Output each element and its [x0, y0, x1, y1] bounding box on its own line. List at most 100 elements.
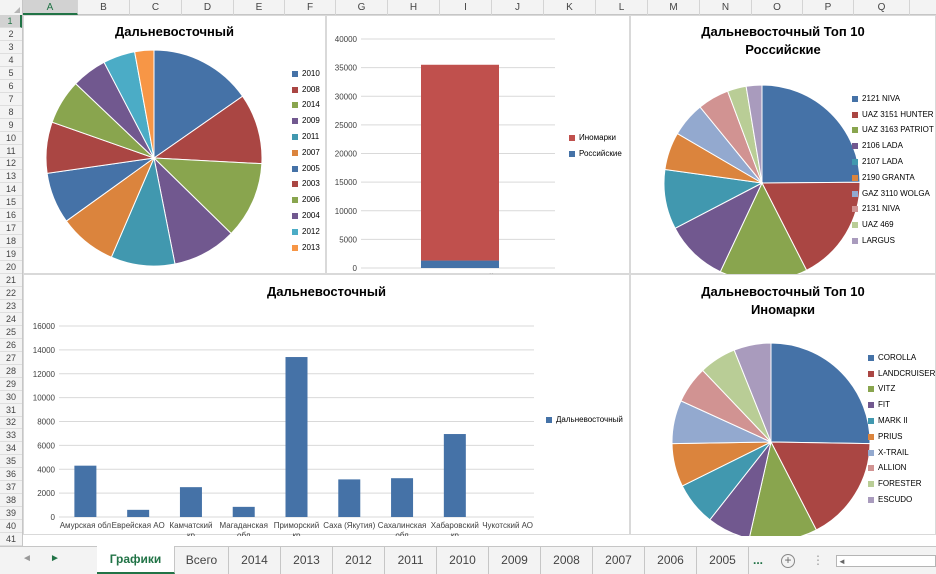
triangle-left-icon[interactable]: ◄: [22, 553, 32, 564]
row-header-6[interactable]: 6: [0, 80, 22, 93]
chart-stacked-bar[interactable]: 0 5000 10000 15000 20000 25000 30000 35000 40000…: [326, 15, 630, 275]
sheet-tab-Графики[interactable]: Графики: [97, 546, 175, 574]
sheet-tab-2009[interactable]: 2009: [489, 547, 541, 574]
scroll-left-icon[interactable]: ◄: [838, 557, 846, 566]
bar-segment-Российские[interactable]: [421, 260, 499, 268]
column-header-D[interactable]: D: [182, 0, 234, 15]
row-header-13[interactable]: 13: [0, 170, 22, 184]
column-header-B[interactable]: B: [78, 0, 130, 15]
row-header-29[interactable]: 29: [0, 378, 22, 391]
pie-slice-2008[interactable]: [152, 95, 263, 165]
column-header-C[interactable]: C: [130, 0, 182, 15]
row-header-14[interactable]: 14: [0, 183, 22, 197]
row-header-22[interactable]: 22: [0, 287, 22, 300]
sheet-tab-2014[interactable]: 2014: [229, 547, 281, 574]
pie-slice-2010[interactable]: [153, 49, 244, 159]
splitter-handle[interactable]: ⋮: [812, 553, 824, 567]
column-header-H[interactable]: H: [388, 0, 440, 15]
bar-Магаданская обл[interactable]: [232, 506, 255, 517]
bar-Хабаровский кр[interactable]: [443, 434, 466, 517]
chart-regions-bar[interactable]: Дальневосточный 0 2000 4000 6000 8000 10000 12…: [23, 274, 630, 536]
row-header-1[interactable]: 1: [0, 15, 22, 28]
column-header-P[interactable]: P: [803, 0, 854, 15]
pie-slice-VITZ[interactable]: [749, 440, 818, 536]
bar-segment-Иномарки[interactable]: [421, 64, 499, 261]
row-header-17[interactable]: 17: [0, 222, 22, 236]
bar-Еврейская АО[interactable]: [127, 509, 150, 517]
row-header-15[interactable]: 15: [0, 196, 22, 210]
row-header-30[interactable]: 30: [0, 391, 22, 404]
row-header-16[interactable]: 16: [0, 209, 22, 223]
bar-Камчатский кр[interactable]: [179, 487, 202, 517]
row-header-33[interactable]: 33: [0, 429, 22, 443]
row-header-2[interactable]: 2: [0, 28, 22, 41]
row-header-38[interactable]: 38: [0, 494, 22, 508]
column-header-O[interactable]: O: [752, 0, 803, 15]
sheet-tab-2010[interactable]: 2010: [437, 547, 489, 574]
column-header-J[interactable]: J: [492, 0, 544, 15]
row-header-27[interactable]: 27: [0, 352, 22, 365]
sheet-tab-2012[interactable]: 2012: [333, 547, 385, 574]
row-header-25[interactable]: 25: [0, 326, 22, 339]
row-header-37[interactable]: 37: [0, 481, 22, 495]
row-header-36[interactable]: 36: [0, 468, 22, 482]
row-header-19[interactable]: 19: [0, 248, 22, 262]
chart-years-pie[interactable]: Дальневосточный 2010 2008 2014 2009 2011 2007…: [23, 15, 326, 274]
row-header-40[interactable]: 40: [0, 520, 22, 534]
sheet-tab-2013[interactable]: 2013: [281, 547, 333, 574]
column-header-N[interactable]: N: [700, 0, 752, 15]
row-header-28[interactable]: 28: [0, 365, 22, 378]
row-header-3[interactable]: 3: [0, 41, 22, 54]
row-header-18[interactable]: 18: [0, 235, 22, 249]
row-header-9[interactable]: 9: [0, 119, 22, 132]
pie-slice-ESCUDO[interactable]: [733, 342, 772, 443]
row-header-10[interactable]: 10: [0, 132, 22, 145]
chart-russian-pie[interactable]: Дальневосточный Топ 10 Российские 2121 N…: [630, 15, 936, 275]
pie-slice-2013[interactable]: [134, 49, 155, 159]
sheet-tab-2006[interactable]: 2006: [645, 547, 697, 574]
row-header-8[interactable]: 8: [0, 106, 22, 119]
bar-Сахалинская обл[interactable]: [391, 478, 414, 517]
row-header-4[interactable]: 4: [0, 54, 22, 67]
bar-Амурская обл[interactable]: [74, 465, 97, 517]
more-sheets-button[interactable]: ...: [753, 553, 764, 567]
row-header-20[interactable]: 20: [0, 261, 22, 275]
sheet-tab-2005[interactable]: 2005: [697, 547, 749, 574]
column-header-A[interactable]: A: [23, 0, 78, 15]
row-header-41[interactable]: 41: [0, 533, 22, 546]
row-header-21[interactable]: 21: [0, 274, 22, 287]
column-header-G[interactable]: G: [336, 0, 388, 15]
column-header-K[interactable]: K: [544, 0, 596, 15]
pie-slice-UAZ 3163 PATRIOT[interactable]: [719, 181, 808, 275]
chart-foreign-pie[interactable]: Дальневосточный Топ 10 Иномарки COROLLA L…: [630, 274, 936, 536]
column-header-L[interactable]: L: [596, 0, 648, 15]
pie-slice-2121 NIVA[interactable]: [761, 84, 861, 184]
select-all-corner[interactable]: [0, 0, 23, 15]
pie-slice-2014[interactable]: [152, 157, 263, 235]
row-header-35[interactable]: 35: [0, 455, 22, 469]
row-header-23[interactable]: 23: [0, 300, 22, 313]
sheet-tab-2007[interactable]: 2007: [593, 547, 645, 574]
triangle-right-icon[interactable]: ►: [50, 553, 60, 564]
worksheet-grid[interactable]: Дальневосточный 2010 2008 2014 2009 2011 2007…: [23, 15, 936, 546]
pie-slice-UAZ 3151 HUNTER[interactable]: [761, 181, 861, 271]
sheet-tab-Всего[interactable]: Всего: [175, 547, 229, 574]
pie-slice-LARGUS[interactable]: [745, 84, 763, 184]
horizontal-scrollbar[interactable]: ◄: [836, 555, 936, 567]
row-header-32[interactable]: 32: [0, 416, 22, 430]
row-header-5[interactable]: 5: [0, 67, 22, 80]
bar-Саха (Якутия)[interactable]: [338, 479, 361, 517]
column-header-Q[interactable]: Q: [854, 0, 910, 15]
row-header-7[interactable]: 7: [0, 93, 22, 106]
column-header-E[interactable]: E: [234, 0, 285, 15]
column-header-F[interactable]: F: [285, 0, 336, 15]
row-header-11[interactable]: 11: [0, 145, 22, 158]
column-header-M[interactable]: M: [648, 0, 700, 15]
row-header-31[interactable]: 31: [0, 404, 22, 417]
pie-slice-COROLLA[interactable]: [770, 342, 871, 445]
row-header-26[interactable]: 26: [0, 339, 22, 352]
row-header-39[interactable]: 39: [0, 507, 22, 521]
row-header-34[interactable]: 34: [0, 442, 22, 456]
column-header-I[interactable]: I: [440, 0, 492, 15]
sheet-tab-2008[interactable]: 2008: [541, 547, 593, 574]
